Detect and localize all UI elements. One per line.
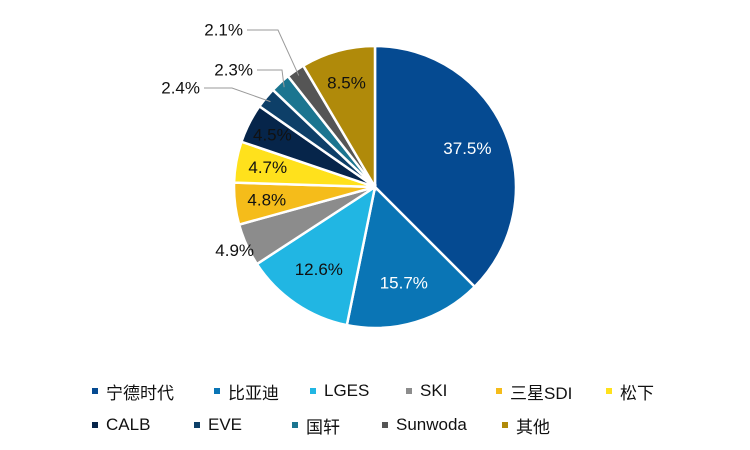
- legend-swatch: [502, 422, 508, 428]
- pie-slice: [373, 44, 518, 289]
- leader-line: [247, 29, 300, 76]
- legend-label: Sunwoda: [396, 415, 467, 434]
- legend-item-catl: 宁德时代: [92, 379, 204, 404]
- slice-label: 12.6%: [295, 260, 343, 279]
- legend-swatch: [606, 388, 612, 394]
- legend-swatch: [92, 388, 98, 394]
- legend-label: 宁德时代: [106, 383, 174, 403]
- pie-slice: [301, 44, 377, 192]
- slice-label: 2.3%: [214, 61, 253, 80]
- legend-label: CALB: [106, 415, 151, 434]
- legend-item-others: 其他: [502, 413, 572, 438]
- legend-label: 三星SDI: [510, 383, 573, 403]
- chart-legend: 宁德时代 比亚迪 LGES SKI 三星SDI 松下 CALB E: [92, 374, 692, 442]
- legend-label: 比亚迪: [228, 383, 279, 403]
- pie-slice: [345, 184, 477, 330]
- legend-label: 国轩: [306, 417, 340, 437]
- legend-item-lges: LGES: [310, 381, 396, 401]
- legend-item-byd: 比亚迪: [214, 379, 300, 404]
- slice-label: 8.5%: [327, 73, 366, 92]
- legend-item-ski: SKI: [406, 381, 486, 401]
- slice-label: 2.4%: [161, 79, 200, 98]
- legend-item-sunwoda: Sunwoda: [382, 415, 492, 435]
- legend-row-2: CALB EVE 国轩 Sunwoda 其他: [92, 408, 692, 442]
- leader-line: [204, 87, 271, 103]
- slice-label: 37.5%: [443, 139, 491, 158]
- legend-item-eve: EVE: [194, 415, 282, 435]
- legend-swatch: [496, 388, 502, 394]
- slice-label: 2.1%: [204, 21, 243, 40]
- slice-label: 4.7%: [248, 158, 287, 177]
- legend-swatch: [214, 388, 220, 394]
- pie-chart: 37.5% 15.7% 12.6% 4.9% 4.8% 4.7% 4.5% 2.4% 2.3% 2…: [161, 21, 518, 330]
- leader-line: [257, 69, 285, 88]
- slice-label: 4.5%: [253, 126, 292, 145]
- legend-swatch: [194, 422, 200, 428]
- slice-label: 15.7%: [380, 273, 428, 292]
- legend-label: 松下: [620, 383, 654, 403]
- legend-swatch: [292, 422, 298, 428]
- pie-slice: [255, 184, 377, 327]
- slice-label: 4.8%: [247, 190, 286, 209]
- slice-label: 4.9%: [215, 241, 254, 260]
- legend-label: EVE: [208, 415, 243, 434]
- legend-label: 其他: [516, 417, 550, 437]
- legend-item-panasonic: 松下: [606, 379, 676, 404]
- legend-swatch: [382, 422, 388, 428]
- legend-item-gotion: 国轩: [292, 413, 372, 438]
- legend-label: LGES: [324, 381, 370, 400]
- legend-item-samsung-sdi: 三星SDI: [496, 379, 596, 404]
- legend-swatch: [406, 388, 412, 394]
- legend-row-1: 宁德时代 比亚迪 LGES SKI 三星SDI 松下: [92, 374, 692, 408]
- legend-swatch: [310, 388, 316, 394]
- legend-label: SKI: [420, 381, 448, 400]
- legend-item-calb: CALB: [92, 415, 184, 435]
- legend-swatch: [92, 422, 98, 428]
